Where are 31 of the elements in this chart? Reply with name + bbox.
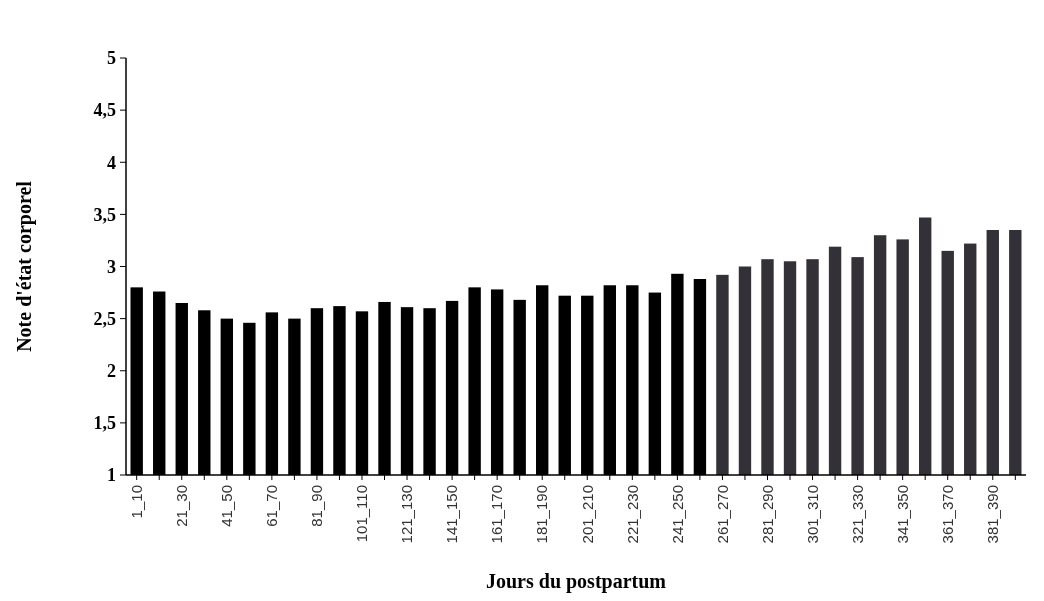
x-tick-label: 101_110 bbox=[353, 485, 371, 543]
x-tick-label: 341_350 bbox=[893, 485, 911, 544]
x-tick-label: 21_30 bbox=[173, 485, 191, 527]
y-tick-label: 4,5 bbox=[93, 100, 116, 121]
y-tick-label: 1 bbox=[107, 465, 116, 486]
x-axis-title: Jours du postpartum bbox=[485, 570, 667, 593]
x-tick-label: 361_370 bbox=[938, 485, 956, 544]
y-tick-label: 5 bbox=[107, 48, 116, 69]
x-tick-label: 61_70 bbox=[263, 485, 281, 527]
x-tick-label: 41_50 bbox=[218, 485, 236, 527]
x-tick-label: 1_10 bbox=[127, 485, 145, 519]
y-tick-label: 2,5 bbox=[93, 308, 116, 329]
x-tick-label: 281_290 bbox=[758, 485, 776, 544]
y-axis-title: Note d'état corporel bbox=[13, 180, 36, 352]
y-tick-label: 1,5 bbox=[93, 413, 116, 434]
x-tick-label: 301_310 bbox=[803, 485, 821, 544]
x-tick-label: 221_230 bbox=[623, 485, 641, 544]
x-tick-label: 121_130 bbox=[398, 485, 416, 544]
y-tick-label: 2 bbox=[107, 361, 116, 382]
y-tick-label: 3,5 bbox=[93, 204, 116, 225]
x-tick-label: 81_90 bbox=[308, 485, 326, 527]
x-tick-label: 321_330 bbox=[848, 485, 866, 544]
y-tick-label: 4 bbox=[107, 152, 116, 173]
x-tick-label: 161_170 bbox=[488, 485, 506, 544]
x-tick-label: 141_150 bbox=[443, 485, 461, 544]
x-tick-label: 381_390 bbox=[984, 485, 1002, 544]
x-tick-label: 201_210 bbox=[578, 485, 596, 544]
x-tick-label: 181_190 bbox=[533, 485, 551, 544]
x-tick-label: 261_270 bbox=[713, 485, 731, 544]
y-tick-label: 3 bbox=[107, 256, 116, 277]
x-tick-label: 241_250 bbox=[668, 485, 686, 544]
